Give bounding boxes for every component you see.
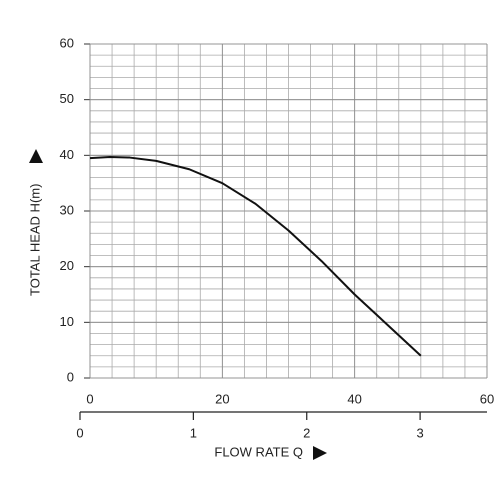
y-arrow <box>29 149 43 163</box>
curve <box>89 156 422 357</box>
x2-tick-label: 3 <box>416 425 423 440</box>
x-tick-label: 40 <box>347 391 361 406</box>
y-axis-label: TOTAL HEAD H(m) <box>27 184 42 296</box>
y-tick-label: 30 <box>60 202 74 217</box>
x-tick-label: 20 <box>215 391 229 406</box>
x-arrow <box>313 446 327 460</box>
y-tick-label: 0 <box>67 369 74 384</box>
y-tick-label: 60 <box>60 35 74 50</box>
y-tick-label: 10 <box>60 314 74 329</box>
y-tick-label: 50 <box>60 91 74 106</box>
x-tick-label: 0 <box>86 391 93 406</box>
y-tick-label: 20 <box>60 258 74 273</box>
x-axis-label: FLOW RATE Q <box>214 444 303 459</box>
x2-tick-label: 2 <box>303 425 310 440</box>
x2-tick-label: 1 <box>190 425 197 440</box>
y-tick-label: 40 <box>60 147 74 162</box>
x-tick-label: 60 <box>480 391 494 406</box>
x2-tick-label: 0 <box>76 425 83 440</box>
